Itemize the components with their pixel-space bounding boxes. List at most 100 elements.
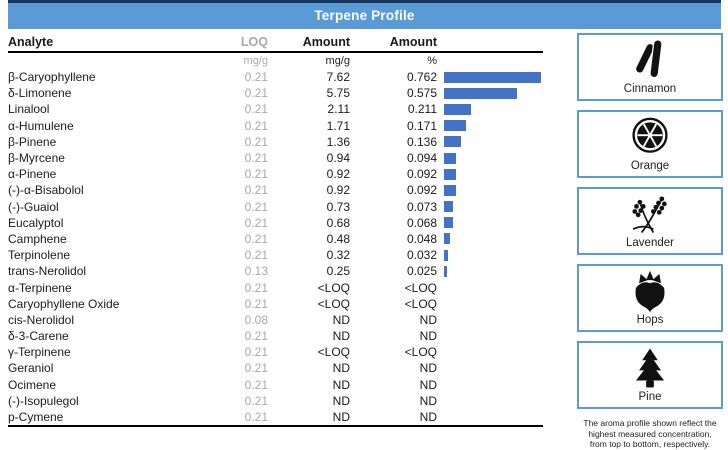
bar-cell xyxy=(444,69,543,85)
orange-icon xyxy=(632,117,668,153)
bar-cell xyxy=(444,344,543,360)
analyte-cell: γ-Terpinene xyxy=(8,345,71,360)
cinnamon-icon xyxy=(634,39,663,79)
analyte-cell: (-)-α-Bisabolol xyxy=(8,183,84,198)
table-row: Camphene 0.21 0.48 0.048 xyxy=(8,231,543,247)
amount-mg-cell: 2.11 xyxy=(327,102,350,117)
table-row: p-Cymene 0.21 ND ND xyxy=(8,409,543,425)
loq-cell: 0.21 xyxy=(244,248,268,263)
table-row: Linalool 0.21 2.11 0.211 xyxy=(8,101,543,117)
amount-pct-cell: ND xyxy=(419,377,437,392)
table-row: γ-Terpinene 0.21 <LOQ <LOQ xyxy=(8,344,543,360)
analyte-cell: β-Pinene xyxy=(8,134,57,149)
col-header-analyte: Analyte xyxy=(8,35,54,49)
loq-cell: 0.21 xyxy=(244,393,268,408)
bar-cell xyxy=(444,377,543,393)
amount-mg-cell: 0.92 xyxy=(326,183,350,198)
panel-title: Terpene Profile xyxy=(8,0,721,29)
analyte-cell: Caryophyllene Oxide xyxy=(8,296,120,311)
analyte-cell: Camphene xyxy=(8,231,67,246)
amount-pct-cell: 0.032 xyxy=(406,248,437,263)
table-row: Caryophyllene Oxide 0.21 <LOQ <LOQ xyxy=(8,296,543,312)
bar-cell xyxy=(444,134,543,150)
lavender-icon xyxy=(632,196,667,234)
bar-cell xyxy=(444,360,543,376)
amount-pct-cell: ND xyxy=(419,410,437,425)
aroma-note-line: The aroma profile shown reflect the xyxy=(583,418,717,428)
bar-cell xyxy=(444,101,543,117)
loq-cell: 0.21 xyxy=(244,70,268,85)
analyte-cell: (-)-Guaiol xyxy=(8,199,59,214)
table-row: β-Pinene 0.21 1.36 0.136 xyxy=(8,134,543,150)
amount-pct-cell: ND xyxy=(419,329,437,344)
amount-mg-cell: <LOQ xyxy=(317,345,350,360)
terpene-table: Analyte LOQ Amount Amount mg/g mg/g % β-… xyxy=(8,32,543,428)
analyte-cell: Linalool xyxy=(8,102,50,117)
loq-cell: 0.21 xyxy=(244,296,268,311)
amount-pct-cell: 0.092 xyxy=(406,183,437,198)
amount-pct-cell: ND xyxy=(419,312,437,327)
loq-cell: 0.21 xyxy=(244,231,268,246)
amount-mg-cell: 1.71 xyxy=(326,118,350,133)
bar-cell xyxy=(444,247,543,263)
loq-cell: 0.21 xyxy=(244,361,268,376)
amount-mg-cell: 5.75 xyxy=(326,86,350,101)
table-units-row: mg/g mg/g % xyxy=(8,53,543,69)
amount-mg-cell: 1.36 xyxy=(326,134,350,149)
table-row: Terpinolene 0.21 0.32 0.032 xyxy=(8,247,543,263)
analyte-cell: (-)-Isopulegol xyxy=(8,393,79,408)
amount-pct-cell: <LOQ xyxy=(404,280,437,295)
loq-cell: 0.21 xyxy=(244,183,268,198)
analyte-cell: β-Caryophyllene xyxy=(8,70,96,85)
analyte-cell: p-Cymene xyxy=(8,410,64,425)
amount-bar xyxy=(444,201,454,213)
aroma-box-pine: Pine xyxy=(577,341,723,409)
bar-cell xyxy=(444,215,543,231)
bar-cell xyxy=(444,279,543,295)
amount-bar xyxy=(444,249,449,261)
bar-cell xyxy=(444,296,543,312)
amount-bar xyxy=(444,168,456,180)
amount-pct-cell: 0.068 xyxy=(406,215,437,230)
loq-cell: 0.21 xyxy=(244,280,268,295)
bar-cell xyxy=(444,328,543,344)
amount-pct-cell: 0.171 xyxy=(406,118,437,133)
aroma-box-orange: Orange xyxy=(577,110,723,178)
col-header-loq: LOQ xyxy=(240,35,268,49)
amount-pct-cell: 0.762 xyxy=(406,70,437,85)
table-row: (-)-Guaiol 0.21 0.73 0.073 xyxy=(8,199,543,215)
amount-bar xyxy=(444,103,471,115)
amount-pct-cell: 0.048 xyxy=(406,231,437,246)
analyte-cell: β-Myrcene xyxy=(8,151,65,166)
bar-cell xyxy=(444,150,543,166)
aroma-label: Hops xyxy=(636,314,664,326)
loq-cell: 0.21 xyxy=(244,329,268,344)
aroma-note-line: highest measured concentration, xyxy=(588,428,712,439)
loq-cell: 0.21 xyxy=(244,199,268,214)
amount-pct-cell: 0.073 xyxy=(406,199,437,214)
amount-bar xyxy=(444,184,456,196)
loq-cell: 0.21 xyxy=(244,102,268,117)
amount-pct-cell: <LOQ xyxy=(404,296,437,311)
aroma-box-lavender: Lavender xyxy=(577,187,723,255)
amount-pct-cell: ND xyxy=(419,393,437,408)
analyte-cell: α-Humulene xyxy=(8,118,74,133)
amount-bar xyxy=(444,265,448,277)
table-row: α-Pinene 0.21 0.92 0.092 xyxy=(8,166,543,182)
table-row: (-)-α-Bisabolol 0.21 0.92 0.092 xyxy=(8,182,543,198)
analyte-cell: α-Terpinene xyxy=(8,280,72,295)
loq-cell: 0.08 xyxy=(244,312,268,327)
amount-pct-cell: 0.092 xyxy=(406,167,437,182)
unit-amount-pct: % xyxy=(427,55,437,67)
aroma-label: Cinnamon xyxy=(623,83,677,95)
loq-cell: 0.13 xyxy=(244,264,268,279)
analyte-cell: δ-3-Carene xyxy=(8,329,69,344)
loq-cell: 0.21 xyxy=(244,86,268,101)
analyte-cell: Terpinolene xyxy=(8,248,71,263)
loq-cell: 0.21 xyxy=(244,215,268,230)
loq-cell: 0.21 xyxy=(244,151,268,166)
amount-bar xyxy=(444,233,451,245)
amount-pct-cell: 0.575 xyxy=(406,86,437,101)
amount-bar xyxy=(444,87,518,99)
bar-cell xyxy=(444,312,543,328)
